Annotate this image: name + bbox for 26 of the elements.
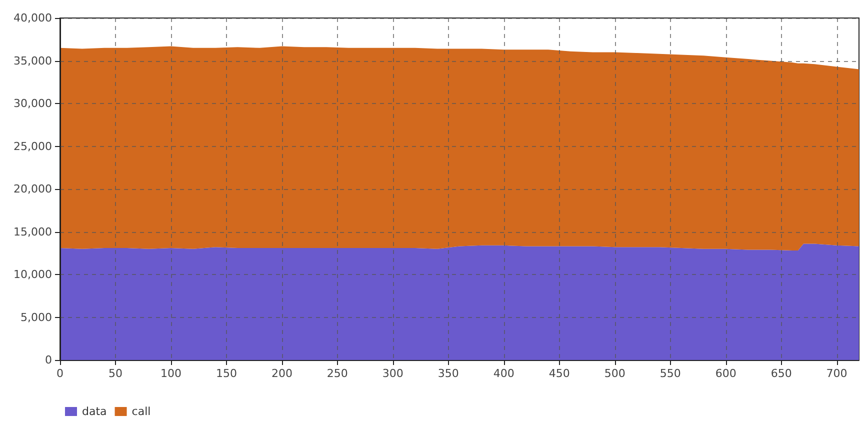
x-tick-label: 100 (160, 367, 182, 380)
x-tick-label: 500 (604, 367, 626, 380)
legend-label: data (82, 405, 107, 418)
y-tick-label: 15,000 (14, 225, 52, 238)
x-tick-label: 450 (548, 367, 570, 380)
x-tick-label: 350 (438, 367, 459, 380)
y-tick-label: 5,000 (20, 310, 52, 324)
x-tick-label: 400 (493, 367, 514, 380)
legend-label: call (132, 405, 151, 418)
y-tick-label: 35,000 (14, 54, 52, 68)
y-tick-label: 20,000 (14, 182, 52, 196)
x-tick-label: 550 (660, 367, 681, 380)
x-tick-label: 300 (382, 367, 404, 380)
x-tick-label: 50 (108, 367, 122, 380)
y-tick-label: 10,000 (14, 268, 52, 281)
x-tick-label: 700 (826, 367, 848, 380)
y-tick-label: 40,000 (14, 12, 52, 24)
x-tick-label: 600 (715, 367, 736, 380)
y-tick-label: 30,000 (14, 97, 52, 110)
x-tick-label: 250 (326, 367, 348, 380)
y-tick-label: 0 (45, 354, 52, 366)
x-tick-label: 650 (770, 367, 792, 380)
x-tick-label: 150 (216, 367, 237, 380)
x-tick-label: 0 (56, 367, 64, 380)
y-tick-label: 25,000 (14, 140, 52, 153)
x-tick-label: 200 (271, 367, 292, 380)
